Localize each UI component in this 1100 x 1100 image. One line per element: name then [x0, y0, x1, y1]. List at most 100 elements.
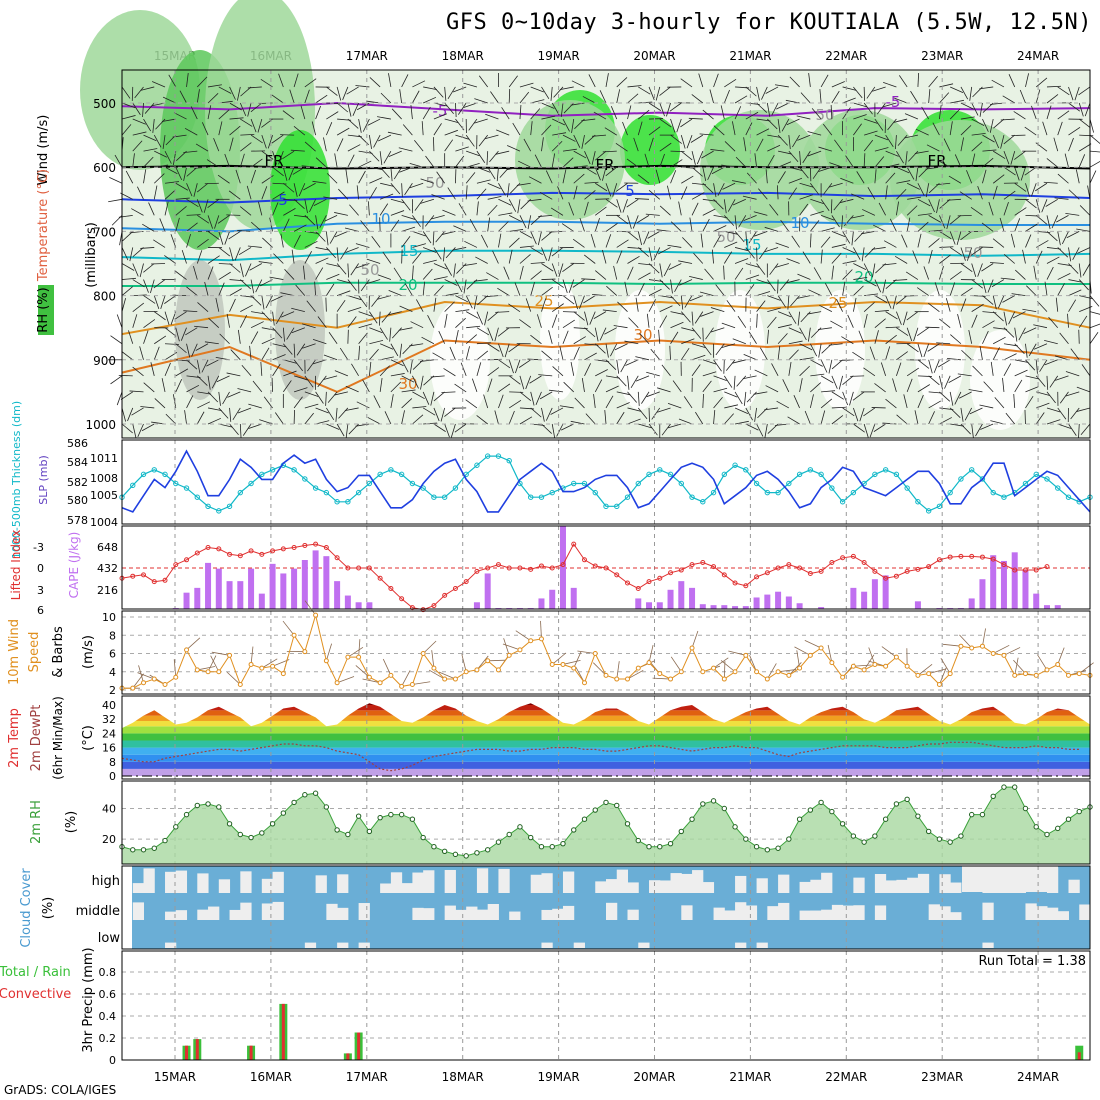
- wind-speed-point: [151, 676, 157, 682]
- wind-barb: [981, 222, 994, 232]
- cape-bar: [646, 602, 653, 609]
- wind-barb: [971, 153, 976, 168]
- wind-barb: [226, 372, 241, 377]
- wind-barb: [358, 323, 373, 329]
- page-title: GFS 0~10day 3-hourly for KOUTIALA (5.5W,…: [445, 10, 1092, 35]
- isotherm-label: 5: [625, 182, 635, 200]
- wind-barb: [1037, 654, 1048, 671]
- lifted-index-point: [700, 560, 706, 566]
- wind-barb: [369, 339, 384, 345]
- wind-barb: [241, 365, 252, 377]
- wind-barb: [444, 118, 459, 124]
- wind-barb: [143, 295, 156, 304]
- wind-barb: [304, 412, 314, 425]
- wind-barb: [1081, 364, 1091, 377]
- wind-barb: [545, 407, 553, 421]
- wind-barb: [379, 203, 389, 216]
- wind-barb: [788, 187, 798, 200]
- wind-barb: [950, 423, 965, 427]
- wind-tick-label: 4: [109, 666, 116, 679]
- wind-barb: [108, 198, 123, 203]
- wind-barb: [981, 263, 994, 272]
- cloud-cell: [745, 905, 758, 920]
- wind-speed-point: [517, 647, 523, 653]
- thickness-point: [495, 453, 502, 459]
- wind-barb: [828, 343, 843, 346]
- lifted-index-point: [614, 572, 620, 578]
- wind-barb: [828, 359, 833, 374]
- thickness-point: [312, 485, 319, 491]
- wind-barb: [915, 167, 919, 182]
- wind-barb: [382, 251, 392, 264]
- wind-barb: [626, 158, 639, 168]
- wind-barb: [960, 298, 967, 312]
- wind-barb: [1046, 266, 1054, 280]
- wind-barb: [1078, 118, 1091, 128]
- wind-barb: [702, 371, 717, 377]
- wind-barb: [508, 75, 518, 88]
- wind-barb: [605, 166, 618, 177]
- wind-barb: [423, 86, 437, 91]
- wind-barb: [465, 295, 473, 309]
- lifted-index-point: [280, 546, 286, 552]
- wind-barb: [164, 362, 171, 377]
- wind-barb: [659, 279, 670, 290]
- wind-barb: [753, 211, 768, 216]
- wind-barb: [1046, 247, 1061, 250]
- wind-barb: [1053, 137, 1059, 152]
- wind-barb: [670, 295, 681, 307]
- wind-barb: [355, 665, 370, 678]
- wind-barb: [382, 658, 392, 676]
- thickness-point: [269, 467, 276, 473]
- wind-barb: [476, 166, 491, 173]
- precip-tick-label: 0.2: [99, 1032, 117, 1045]
- wind-barb: [151, 81, 166, 88]
- wind-barb: [689, 276, 703, 280]
- wind-barb: [293, 234, 301, 248]
- thickness-tick-label: 580: [67, 494, 88, 507]
- wind-barb: [283, 182, 295, 193]
- wind-barb: [319, 215, 327, 228]
- wind-barb: [183, 150, 198, 154]
- thickness-point: [130, 482, 136, 489]
- rh-point: [280, 810, 287, 816]
- temp-tick-label: 8: [109, 756, 116, 769]
- wind-barb: [1031, 105, 1037, 120]
- wind-speed-point: [969, 645, 975, 651]
- wind-barb: [469, 218, 478, 232]
- wind-barb: [1065, 213, 1080, 216]
- wind-barb: [874, 330, 879, 344]
- wind-barb: [238, 247, 252, 256]
- wind-barb: [831, 231, 845, 238]
- wind-barb: [681, 175, 694, 184]
- wind-barb: [390, 381, 402, 393]
- wind-barb: [465, 172, 476, 184]
- wind-barb: [283, 370, 297, 377]
- wind-barb: [1003, 190, 1016, 200]
- wind-barb: [326, 283, 335, 296]
- thickness-point: [151, 467, 157, 473]
- wind-barb: [831, 81, 845, 88]
- wind-barb: [420, 178, 435, 184]
- wind-barb: [304, 89, 310, 104]
- wind-barb: [691, 192, 705, 200]
- wind-barb: [745, 423, 759, 431]
- wind-barb: [1014, 369, 1028, 377]
- wind-barb: [812, 166, 822, 179]
- wind-barb: [907, 196, 922, 200]
- wind-barb: [195, 343, 209, 351]
- wind-barb: [175, 182, 189, 191]
- wind-barb: [379, 151, 383, 166]
- wind-barb: [573, 165, 588, 168]
- wind-barb: [455, 295, 469, 303]
- wind-barb: [582, 96, 596, 104]
- thickness-point: [441, 494, 448, 500]
- wind-barb: [433, 297, 437, 312]
- wind-barb: [732, 338, 746, 345]
- isotherm-label: 10: [371, 210, 390, 228]
- wind-barb: [487, 217, 491, 232]
- wind-barb: [734, 267, 744, 280]
- wind-barb: [863, 423, 869, 438]
- wind-barb: [367, 118, 381, 126]
- wind-barb: [1049, 375, 1059, 388]
